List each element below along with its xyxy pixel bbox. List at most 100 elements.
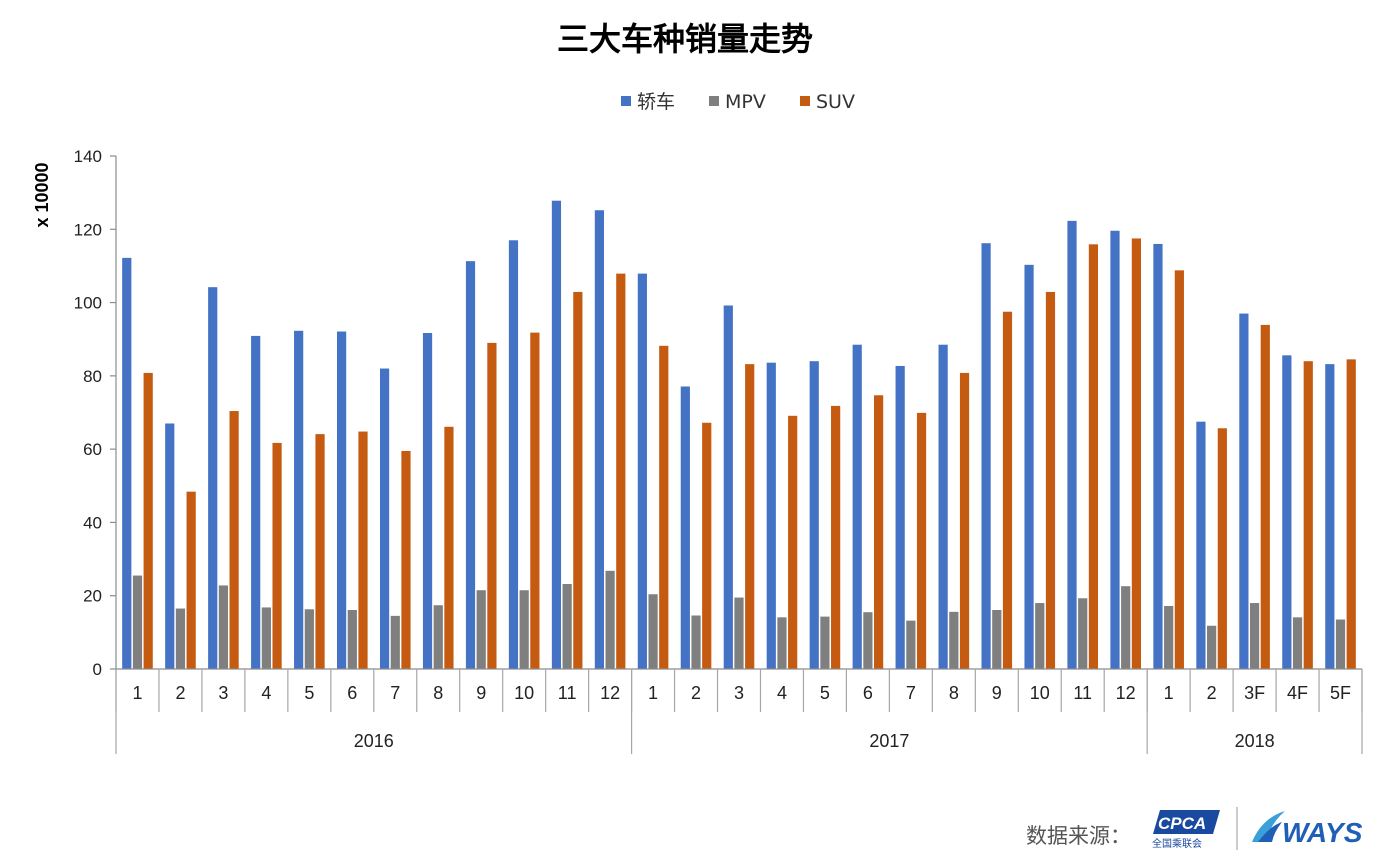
bar-series2-28 xyxy=(1292,617,1303,669)
x-tick-label: 4F xyxy=(1287,683,1308,703)
legend-swatch-2 xyxy=(709,96,719,106)
bar-series1-12 xyxy=(594,210,604,670)
chart-title: 三大车种销量走势 xyxy=(557,20,813,58)
bar-series3-28 xyxy=(1303,361,1313,669)
x-tick-label: 6 xyxy=(863,683,873,703)
y-tick-label: 120 xyxy=(74,220,102,239)
x-tick-label: 1 xyxy=(132,683,142,703)
bar-series1-22 xyxy=(1024,264,1034,669)
bar-series3-20 xyxy=(959,372,970,669)
ways-logo-mark xyxy=(1252,811,1285,842)
bar-series1-25 xyxy=(1153,243,1163,669)
bar-series3-21 xyxy=(1002,311,1013,669)
bar-series1-4 xyxy=(251,335,261,669)
bar-series2-21 xyxy=(992,610,1002,669)
bar-series1-27 xyxy=(1239,313,1249,669)
x-tick-label: 7 xyxy=(906,683,916,703)
bar-series1-18 xyxy=(852,344,862,669)
bar-series1-29 xyxy=(1325,364,1335,669)
bar-series1-5 xyxy=(294,330,304,669)
bar-series1-16 xyxy=(766,362,776,669)
x-tick-label: 2 xyxy=(175,683,185,703)
cpca-logo: CPCA 全国乘联会 xyxy=(1152,810,1220,850)
x-tick-label: 5F xyxy=(1330,683,1351,703)
bar-series2-4 xyxy=(261,607,271,669)
bar-series3-5 xyxy=(315,434,325,669)
bar-series3-19 xyxy=(916,412,927,669)
bar-series3-6 xyxy=(358,431,368,669)
bar-series1-9 xyxy=(465,261,476,669)
bar-series2-14 xyxy=(691,615,701,669)
bar-series1-15 xyxy=(723,305,733,669)
y-tick-label: 60 xyxy=(83,440,102,459)
bar-series3-4 xyxy=(272,442,282,669)
bar-series1-24 xyxy=(1110,230,1120,669)
bar-series3-11 xyxy=(573,291,583,669)
bar-series3-10 xyxy=(530,332,540,669)
bar-series3-12 xyxy=(616,273,626,669)
bar-series3-1 xyxy=(143,372,153,669)
bar-series2-12 xyxy=(605,570,615,669)
bar-series1-11 xyxy=(551,200,562,669)
bar-series3-13 xyxy=(659,345,669,669)
legend-item-1: 轿车 xyxy=(621,91,675,113)
y-tick-label: 0 xyxy=(93,660,102,679)
ways-logo-text: WAYS xyxy=(1282,817,1363,848)
legend-label-3: SUV xyxy=(816,91,855,113)
y-tick-label: 40 xyxy=(83,513,102,532)
bar-series1-19 xyxy=(895,365,905,669)
x-tick-label: 8 xyxy=(433,683,443,703)
bar-series3-7 xyxy=(401,450,411,669)
x-tick-label: 3 xyxy=(218,683,228,703)
bar-series3-25 xyxy=(1174,270,1184,669)
bar-series2-3 xyxy=(218,585,229,669)
bar-series2-16 xyxy=(777,617,787,669)
bar-series1-20 xyxy=(938,344,948,669)
y-axis-label: x 10000 xyxy=(32,162,52,227)
bar-series3-16 xyxy=(788,415,798,669)
x-tick-label: 8 xyxy=(949,683,959,703)
x-tick-label: 3F xyxy=(1244,683,1265,703)
bar-series1-28 xyxy=(1282,355,1292,669)
x-tick-label: 12 xyxy=(600,683,620,703)
ways-logo: WAYS xyxy=(1252,811,1363,848)
bar-series1-6 xyxy=(337,331,347,669)
bar-series2-7 xyxy=(390,615,400,669)
bar-series3-8 xyxy=(444,426,454,669)
bar-series1-3 xyxy=(208,287,218,669)
y-tick-label: 80 xyxy=(83,367,102,386)
legend-item-2: MPV xyxy=(709,91,766,113)
x-tick-label: 2 xyxy=(691,683,701,703)
x-tick-label: 5 xyxy=(820,683,830,703)
x-tick-label: 9 xyxy=(992,683,1002,703)
legend-item-3: SUV xyxy=(800,91,855,113)
series-1 xyxy=(122,200,1335,670)
bar-series2-18 xyxy=(863,612,873,669)
bar-series2-2 xyxy=(175,608,186,669)
y-tick-label: 100 xyxy=(74,294,102,313)
y-tick-label: 140 xyxy=(74,147,102,166)
bar-series3-14 xyxy=(702,422,712,669)
footer: 数据来源： CPCA 全国乘联会 WAYS xyxy=(1026,807,1363,850)
y-tick-label: 20 xyxy=(83,587,102,606)
legend-label-2: MPV xyxy=(725,91,766,113)
x-tick-label: 4 xyxy=(777,683,787,703)
bar-series2-22 xyxy=(1035,603,1045,669)
bar-series3-15 xyxy=(745,364,755,669)
bar-series3-18 xyxy=(874,395,884,669)
series-3 xyxy=(143,238,1356,669)
cpca-logo-subtext: 全国乘联会 xyxy=(1152,837,1202,850)
x-group-label-1: 2016 xyxy=(354,731,394,751)
bar-series3-22 xyxy=(1045,291,1056,669)
bar-series1-17 xyxy=(809,361,819,669)
bar-series2-11 xyxy=(562,583,572,669)
bar-series2-1 xyxy=(132,575,143,669)
bars xyxy=(122,200,1356,670)
bar-series2-19 xyxy=(906,620,916,669)
bar-series1-8 xyxy=(422,332,433,669)
bar-series2-29 xyxy=(1335,619,1346,669)
x-group-label-3: 2018 xyxy=(1235,731,1275,751)
bar-series3-24 xyxy=(1131,238,1141,669)
